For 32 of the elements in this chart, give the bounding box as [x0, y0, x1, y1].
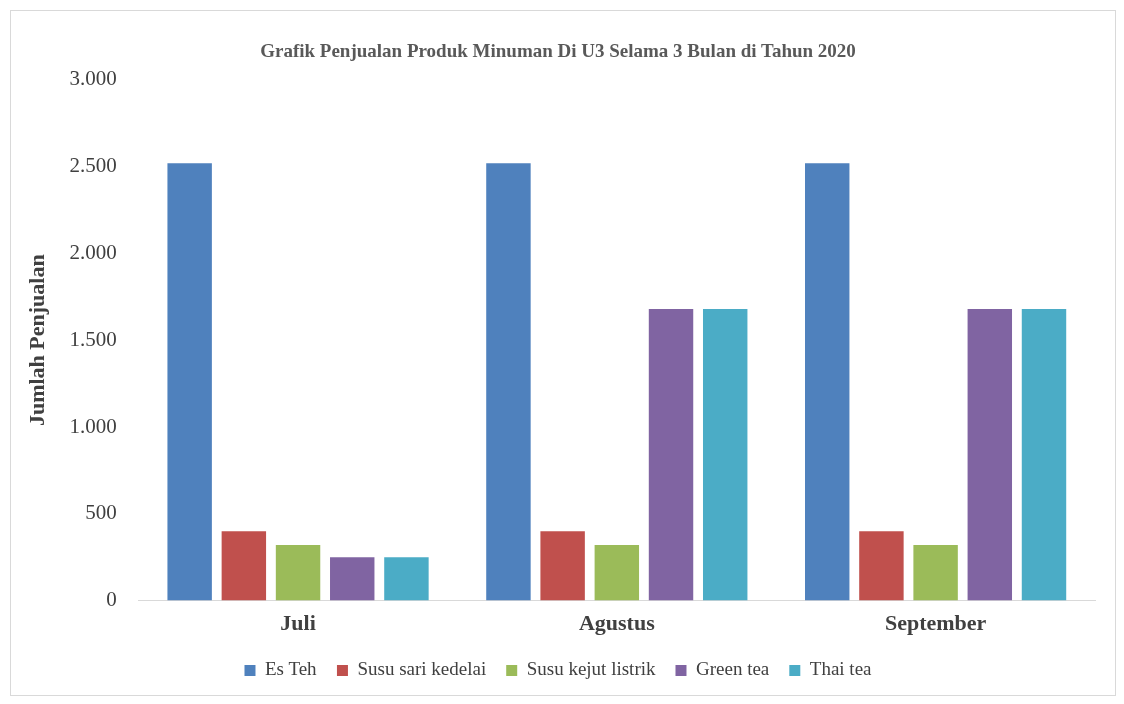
bar: [384, 557, 429, 601]
y-tick-label: 3.000: [69, 66, 117, 91]
bar: [167, 163, 212, 601]
bar: [859, 531, 904, 601]
y-tick-label: 1.000: [69, 413, 117, 438]
bar: [594, 545, 640, 601]
legend-label: Thai tea: [809, 658, 873, 680]
y-tick-label: 1.500: [69, 326, 117, 351]
chart-title: Grafik Penjualan Produk Minuman Di U3 Selama 3 Bulan di Tahun 2020: [260, 40, 856, 62]
legend-label: Susu sari kedelai: [357, 658, 487, 680]
bar: [221, 531, 267, 601]
y-tick-label: 2.000: [69, 239, 117, 264]
y-tick-label: 2.500: [69, 153, 117, 178]
x-tick-label: September: [884, 610, 987, 636]
legend-label: Green tea: [695, 658, 770, 680]
bar: [330, 557, 375, 601]
legend-label: Susu kejut listrik: [526, 658, 656, 680]
x-tick-label: Juli: [280, 610, 316, 636]
y-axis-title: Jumlah Penjualan: [23, 254, 49, 427]
y-tick-label: 0: [106, 587, 117, 612]
legend-label: Es Teh: [264, 658, 318, 680]
bar: [648, 308, 694, 601]
bar: [1021, 308, 1067, 601]
bar: [805, 163, 850, 601]
bar: [913, 545, 958, 601]
y-tick-label: 500: [85, 500, 117, 525]
bar: [702, 308, 748, 601]
bar: [275, 545, 321, 601]
bar: [967, 308, 1013, 601]
bar: [540, 531, 585, 601]
x-tick-label: Agustus: [578, 610, 656, 636]
bar: [486, 163, 531, 601]
